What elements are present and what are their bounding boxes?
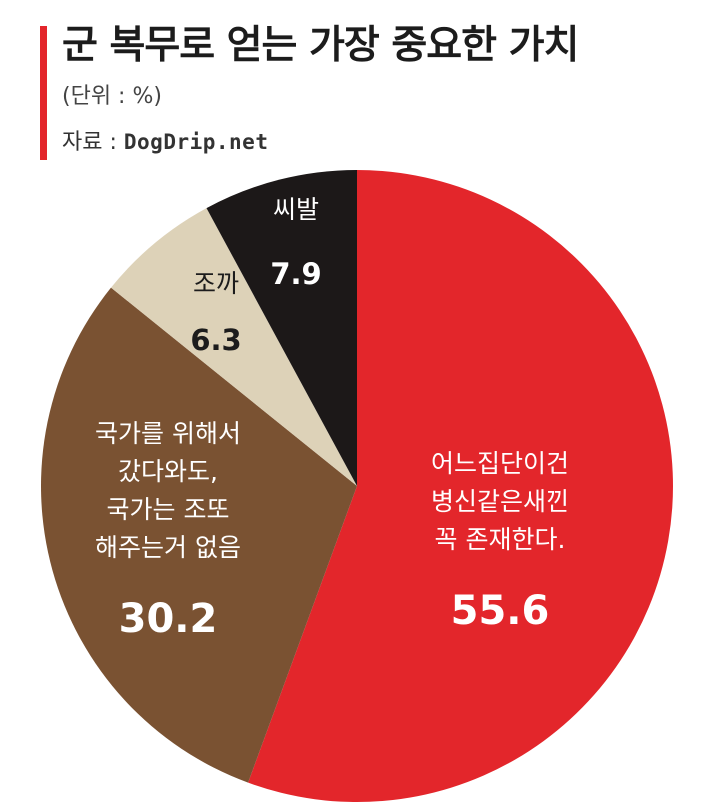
slice-value-1: 55.6 [451, 588, 550, 634]
pie-slice-3 [111, 208, 357, 486]
slice-value-4: 7.9 [270, 257, 321, 291]
pie-slice-1 [248, 170, 673, 802]
chart-title: 군 복무로 얻는 가장 중요한 가치 [62, 23, 579, 68]
pie-slice-4 [206, 170, 357, 486]
pie-slices [41, 170, 673, 802]
slice-value-2: 30.2 [119, 596, 218, 642]
slice-label-2-line-2: 갔다와도, [118, 457, 218, 486]
slice-label-2-line-3: 국가는 조또 [107, 495, 230, 524]
slice-label-1-line-3: 꼭 존재한다. [435, 525, 566, 554]
slice-label-1-line-2: 병신같은새낀 [431, 487, 569, 516]
slice-label-4-line-1: 씨발 [273, 195, 319, 224]
slice-value-3: 6.3 [190, 323, 241, 357]
slice-label-2-line-1: 국가를 위해서 [95, 419, 241, 448]
slice-label-3-line-1: 조까 [193, 269, 239, 298]
source-site: DogDrip.net [123, 130, 269, 154]
slice-label-2-line-4: 해주는거 없음 [95, 533, 241, 562]
source-label: 자료 : [62, 130, 117, 155]
source-line: 자료 : DogDrip.net [62, 124, 268, 156]
pie-slice-2 [41, 287, 357, 783]
slice-label-1-line-1: 어느집단이건 [431, 449, 569, 478]
unit-label: (단위 : %) [62, 84, 162, 109]
accent-bar [40, 26, 47, 160]
